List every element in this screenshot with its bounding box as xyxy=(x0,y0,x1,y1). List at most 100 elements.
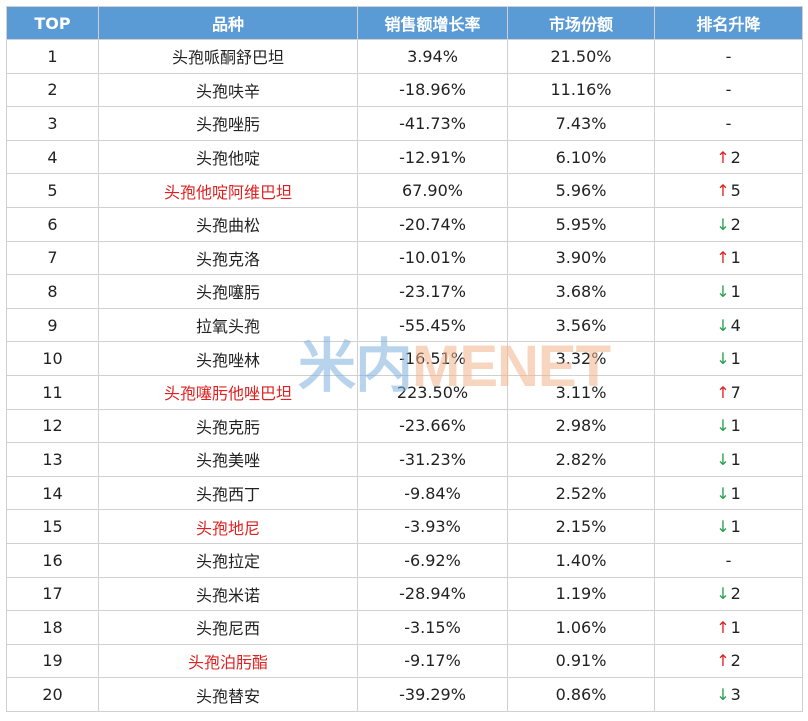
rank-cell: 17 xyxy=(6,576,99,612)
table-row: 7 头孢克洛 -10.01% 3.90% ↑ 1 xyxy=(6,240,803,276)
rank-change: - xyxy=(726,47,732,66)
rank-change-cell: ↑ 5 xyxy=(654,173,803,208)
table-row: 3 头孢唑肟 -41.73% 7.43% - xyxy=(6,106,803,141)
rank-cell: 13 xyxy=(6,442,99,477)
rank-cell: 5 xyxy=(6,173,99,208)
market-share-cell: 6.10% xyxy=(507,139,655,175)
rank-change-cell: ↑ 2 xyxy=(654,139,803,175)
growth-rate-cell: -31.23% xyxy=(357,442,508,477)
rank-cell: 11 xyxy=(6,374,99,410)
rank-change-cell: - xyxy=(654,72,803,108)
table-row: 11 头孢噻肟他唑巴坦 223.50% 3.11% ↑ 7 xyxy=(6,374,803,410)
rank-change-cell: ↑ 1 xyxy=(654,240,803,276)
rank-change: ↓ 1 xyxy=(716,450,741,469)
rank-change: ↑ 1 xyxy=(716,248,741,267)
rank-change-value: 1 xyxy=(730,416,741,436)
rank-change-value: 3 xyxy=(730,685,741,705)
rank-change-value: 5 xyxy=(730,181,741,201)
table-header-row: TOP 品种 销售额增长率 市场份额 排名升降 xyxy=(6,6,803,40)
variety-name-cell: 头孢哌酮舒巴坦 xyxy=(98,39,358,74)
market-share-cell: 11.16% xyxy=(507,72,655,108)
growth-rate-cell: -10.01% xyxy=(357,240,508,276)
growth-rate-cell: 223.50% xyxy=(357,374,508,410)
table-row: 8 头孢噻肟 -23.17% 3.68% ↓ 1 xyxy=(6,274,803,309)
market-share-cell: 5.96% xyxy=(507,173,655,208)
rank-change: ↓ 1 xyxy=(716,517,741,536)
market-share-cell: 2.82% xyxy=(507,442,655,477)
arrow-down-icon: ↓ xyxy=(716,483,730,503)
rank-cell: 8 xyxy=(6,274,99,309)
rank-change-value: 2 xyxy=(730,651,741,671)
growth-rate-cell: -6.92% xyxy=(357,542,508,578)
variety-name-cell: 头孢克肟 xyxy=(98,408,358,444)
arrow-up-icon: ↑ xyxy=(716,181,730,201)
variety-name-cell: 头孢噻肟 xyxy=(98,274,358,309)
growth-rate-cell: -16.51% xyxy=(357,341,508,376)
variety-name-cell: 头孢他啶阿维巴坦 xyxy=(98,173,358,208)
variety-name-cell: 头孢唑林 xyxy=(98,341,358,376)
rank-change-cell: ↓ 2 xyxy=(654,206,803,242)
rank-change-value: 1 xyxy=(730,248,741,268)
rank-change: ↓ 1 xyxy=(716,416,741,435)
rank-cell: 1 xyxy=(6,39,99,74)
rank-cell: 18 xyxy=(6,610,99,645)
table-row: 15 头孢地尼 -3.93% 2.15% ↓ 1 xyxy=(6,509,803,544)
table-row: 14 头孢西丁 -9.84% 2.52% ↓ 1 xyxy=(6,475,803,511)
market-share-cell: 0.86% xyxy=(507,677,655,712)
market-share-cell: 3.90% xyxy=(507,240,655,276)
rank-change-cell: ↓ 1 xyxy=(654,475,803,511)
rank-change-cell: ↓ 1 xyxy=(654,274,803,309)
variety-name-cell: 头孢他啶 xyxy=(98,139,358,175)
variety-name-cell: 头孢克洛 xyxy=(98,240,358,276)
arrow-up-icon: ↑ xyxy=(716,382,730,402)
rank-cell: 15 xyxy=(6,509,99,544)
market-share-cell: 1.40% xyxy=(507,542,655,578)
arrow-down-icon: ↓ xyxy=(716,214,730,234)
arrow-up-icon: ↑ xyxy=(716,617,730,637)
variety-name-cell: 拉氧头孢 xyxy=(98,307,358,343)
rank-change: ↑ 5 xyxy=(716,181,741,200)
market-share-cell: 21.50% xyxy=(507,39,655,74)
rank-change-cell: ↓ 4 xyxy=(654,307,803,343)
variety-name-cell: 头孢米诺 xyxy=(98,576,358,612)
ranking-table: TOP 品种 销售额增长率 市场份额 排名升降 1 头孢哌酮舒巴坦 3.94% 21.… xyxy=(6,6,803,712)
rank-change-value: 2 xyxy=(730,584,741,604)
rank-change-value: - xyxy=(725,46,732,66)
rank-cell: 6 xyxy=(6,206,99,242)
column-header-variety: 品种 xyxy=(98,6,358,40)
rank-change: ↓ 1 xyxy=(716,349,741,368)
market-share-cell: 3.68% xyxy=(507,274,655,309)
rank-cell: 9 xyxy=(6,307,99,343)
rank-change-cell: ↓ 1 xyxy=(654,509,803,544)
variety-name-cell: 头孢呋辛 xyxy=(98,72,358,108)
variety-name-cell: 头孢曲松 xyxy=(98,206,358,242)
market-share-cell: 3.11% xyxy=(507,374,655,410)
growth-rate-cell: -28.94% xyxy=(357,576,508,612)
growth-rate-cell: 3.94% xyxy=(357,39,508,74)
table-row: 17 头孢米诺 -28.94% 1.19% ↓ 2 xyxy=(6,576,803,612)
arrow-up-icon: ↑ xyxy=(716,147,730,167)
table-row: 6 头孢曲松 -20.74% 5.95% ↓ 2 xyxy=(6,206,803,242)
variety-name-cell: 头孢唑肟 xyxy=(98,106,358,141)
market-share-cell: 1.19% xyxy=(507,576,655,612)
growth-rate-cell: -39.29% xyxy=(357,677,508,712)
rank-change-cell: ↓ 3 xyxy=(654,677,803,712)
rank-change-cell: ↓ 1 xyxy=(654,341,803,376)
market-share-cell: 7.43% xyxy=(507,106,655,141)
table-row: 13 头孢美唑 -31.23% 2.82% ↓ 1 xyxy=(6,442,803,477)
market-share-cell: 3.56% xyxy=(507,307,655,343)
market-share-cell: 5.95% xyxy=(507,206,655,242)
rank-cell: 16 xyxy=(6,542,99,578)
table-row: 19 头孢泊肟酯 -9.17% 0.91% ↑ 2 xyxy=(6,643,803,679)
rank-change-cell: ↓ 1 xyxy=(654,442,803,477)
variety-name-cell: 头孢替安 xyxy=(98,677,358,712)
rank-change-cell: ↑ 7 xyxy=(654,374,803,410)
rank-change: - xyxy=(726,114,732,133)
table-row: 18 头孢尼西 -3.15% 1.06% ↑ 1 xyxy=(6,610,803,645)
table-row: 20 头孢替安 -39.29% 0.86% ↓ 3 xyxy=(6,677,803,712)
table-row: 2 头孢呋辛 -18.96% 11.16% - xyxy=(6,72,803,108)
variety-name-cell: 头孢泊肟酯 xyxy=(98,643,358,679)
market-share-cell: 2.98% xyxy=(507,408,655,444)
rank-change: ↑ 2 xyxy=(716,651,741,670)
column-header-share: 市场份额 xyxy=(507,6,655,40)
